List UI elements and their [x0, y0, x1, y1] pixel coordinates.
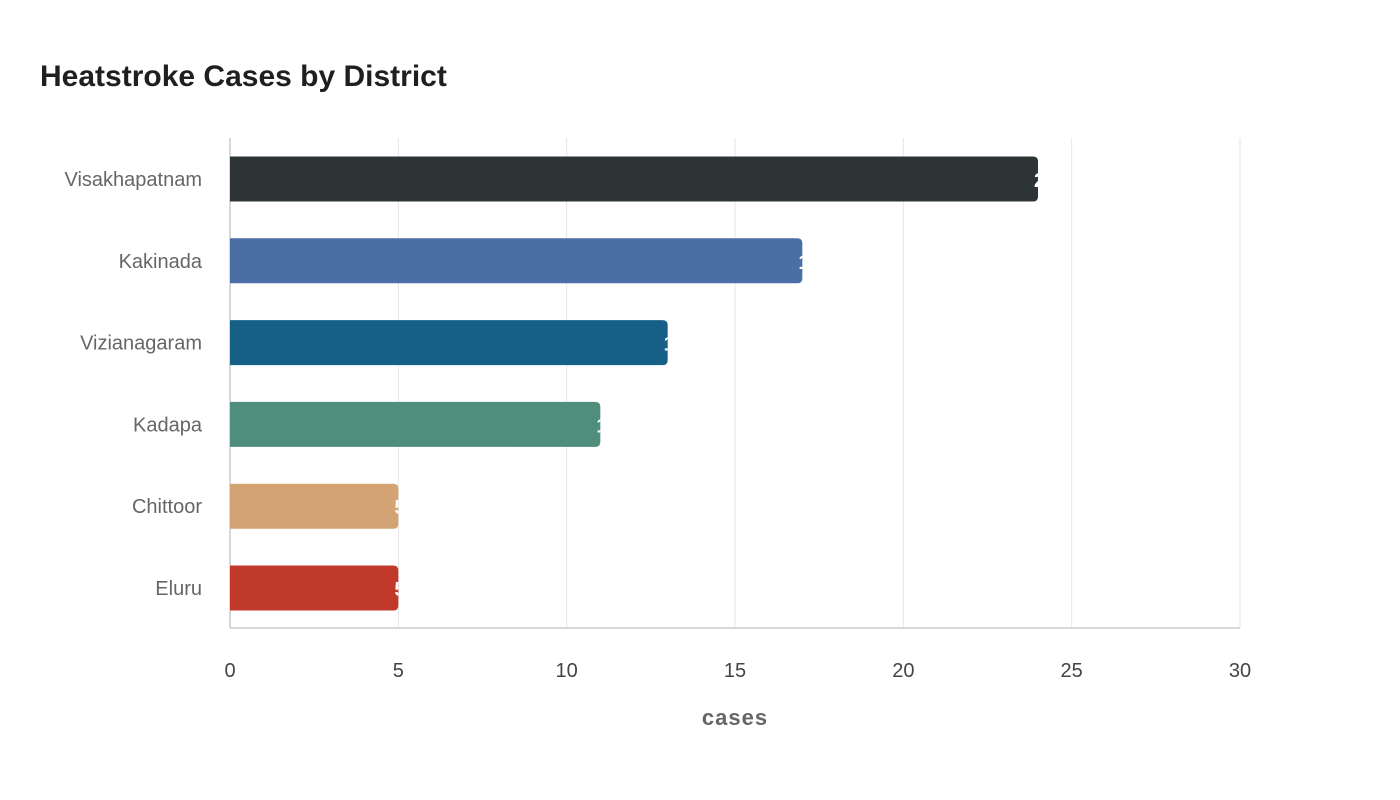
- y-category-label: Vizianagaram: [80, 333, 202, 355]
- bars: [230, 156, 1038, 611]
- bar-data-label: 1: [798, 252, 809, 274]
- y-category-label: Visakhapatnam: [65, 169, 203, 191]
- bar: [230, 320, 668, 366]
- y-category-label: Chittoor: [132, 496, 202, 518]
- chart-title: Heatstroke Cases by District: [40, 60, 447, 93]
- x-axis-title: cases: [702, 705, 768, 730]
- axes: [229, 138, 1240, 629]
- x-tick-label: 5: [393, 660, 404, 682]
- bar-data-label: 5: [394, 579, 405, 601]
- bar-data-label: 1: [664, 334, 675, 356]
- bar-data-label: 2: [1034, 170, 1045, 192]
- x-tick-label: 30: [1229, 660, 1251, 682]
- x-tick-label: 0: [224, 660, 235, 682]
- bar: [230, 238, 803, 284]
- gridlines: [397, 138, 1241, 628]
- y-category-label: Eluru: [155, 578, 202, 600]
- x-tick-label: 25: [1061, 660, 1083, 682]
- bar: [230, 401, 601, 447]
- x-tick-label: 10: [556, 660, 578, 682]
- bar: [230, 565, 399, 611]
- y-category-label: Kakinada: [119, 251, 203, 273]
- y-category-label: Kadapa: [133, 414, 203, 436]
- bar: [230, 156, 1038, 202]
- bar-data-label: 1: [596, 415, 607, 437]
- bar-data-label: 5: [394, 497, 405, 519]
- x-tick-label: 15: [724, 660, 746, 682]
- bar: [230, 483, 399, 529]
- x-tick-label: 20: [892, 660, 914, 682]
